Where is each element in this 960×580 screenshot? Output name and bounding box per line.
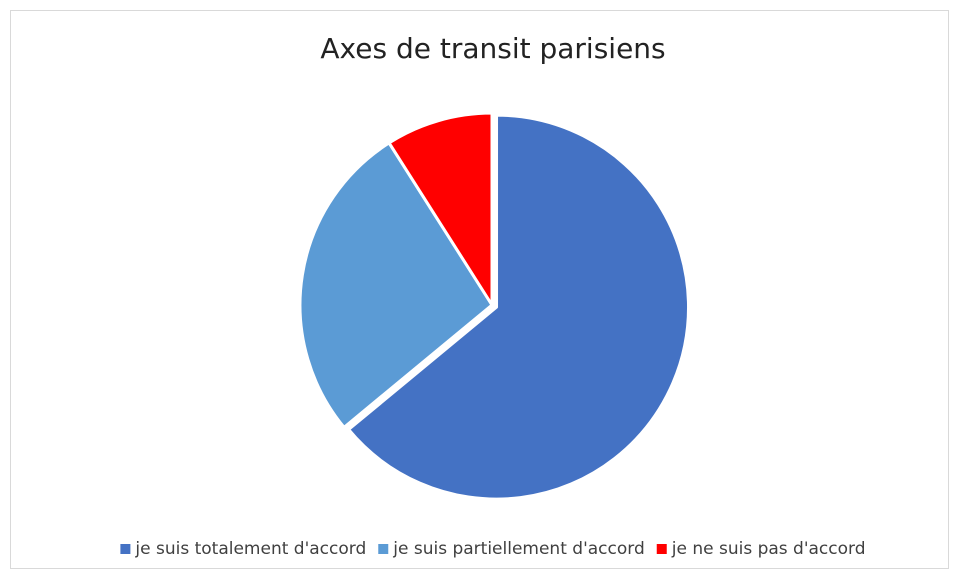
legend-label: je suis partiellement d'accord: [392, 539, 644, 559]
chart-title: Axes de transit parisiens: [320, 32, 665, 65]
legend: je suis totalement d'accord je suis parti…: [120, 539, 866, 559]
legend-label: je ne suis pas d'accord: [671, 539, 866, 559]
legend-swatch: [378, 544, 389, 554]
legend-label: je suis totalement d'accord: [134, 539, 366, 559]
legend-swatch: [120, 544, 131, 554]
pie-slice: [387, 111, 494, 307]
legend-swatch: [656, 544, 667, 554]
pie-slice: [298, 141, 494, 429]
pie-slice: [347, 113, 691, 501]
pie: [298, 111, 691, 501]
